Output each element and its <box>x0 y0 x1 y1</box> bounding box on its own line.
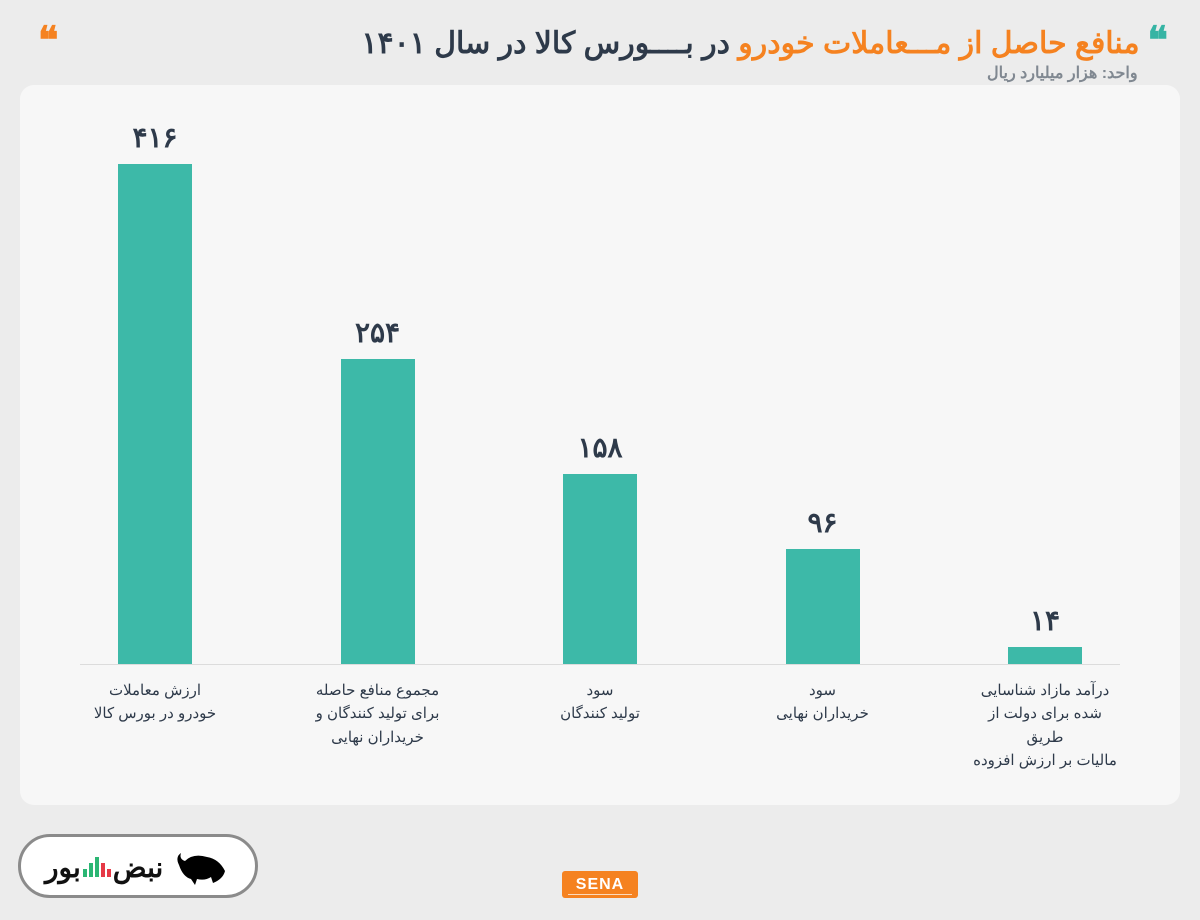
labels-row: ارزش معاملاتخودرو در بورس کالا مجموع مناف… <box>80 665 1120 772</box>
bar-rect <box>786 549 860 664</box>
bar-slot: ۱۵۸ <box>525 115 675 664</box>
bar-rect <box>341 359 415 664</box>
bar-label: ارزش معاملاتخودرو در بورس کالا <box>80 679 230 772</box>
bar-label: درآمد مازاد شناساییشده برای دولت از طریق… <box>970 679 1120 772</box>
chart-title-row: ❝ منافع حاصل از مـــعاملات خودرو در بـــ… <box>20 20 1180 85</box>
bar-value: ۴۱۶ <box>132 121 177 154</box>
chart-card: ۴۱۶ ۲۵۴ ۱۵۸ ۹۶ ۱۴ ارزش معاملاتخودرو در بورس … <box>20 85 1180 805</box>
title-block: منافع حاصل از مـــعاملات خودرو در بــــو… <box>60 26 1139 83</box>
bar-value: ۱۵۸ <box>577 431 622 464</box>
chart-subtitle: واحد: هزار میلیارد ریال <box>60 63 1139 83</box>
bar-value: ۹۶ <box>807 506 837 539</box>
bar-label: سودتولید کنندگان <box>525 679 675 772</box>
watermark-text: بور <box>45 851 81 884</box>
bar-slot: ۲۵۴ <box>303 115 453 664</box>
bar-slot: ۱۴ <box>970 115 1120 664</box>
bar-slot: ۹۶ <box>748 115 898 664</box>
title-highlighted: منافع حاصل از مـــعاملات خودرو <box>738 27 1139 60</box>
sena-logo: SENA <box>562 871 638 898</box>
bar-value: ۲۵۴ <box>355 316 400 349</box>
pulse-icon <box>83 857 111 877</box>
watermark-badge: نبض بور <box>18 834 258 898</box>
bar-slot: ۴۱۶ <box>80 115 230 664</box>
quote-icon: ❝ <box>38 26 52 56</box>
bar-label: سودخریداران نهایی <box>748 679 898 772</box>
bar-label: مجموع منافع حاصلهبرای تولید کنندگان وخری… <box>303 679 453 772</box>
bar-rect <box>563 474 637 664</box>
bar-rect <box>118 164 192 664</box>
watermark-text: نبض <box>113 851 164 884</box>
bars-area: ۴۱۶ ۲۵۴ ۱۵۸ ۹۶ ۱۴ <box>80 115 1120 665</box>
quote-icon: ❝ <box>1148 26 1162 56</box>
bar-value: ۱۴ <box>1030 604 1060 637</box>
bull-icon <box>173 847 227 887</box>
title-rest: در بــــورس کالا در سال ۱۴۰۱ <box>361 27 730 60</box>
bar-rect <box>1008 647 1082 664</box>
